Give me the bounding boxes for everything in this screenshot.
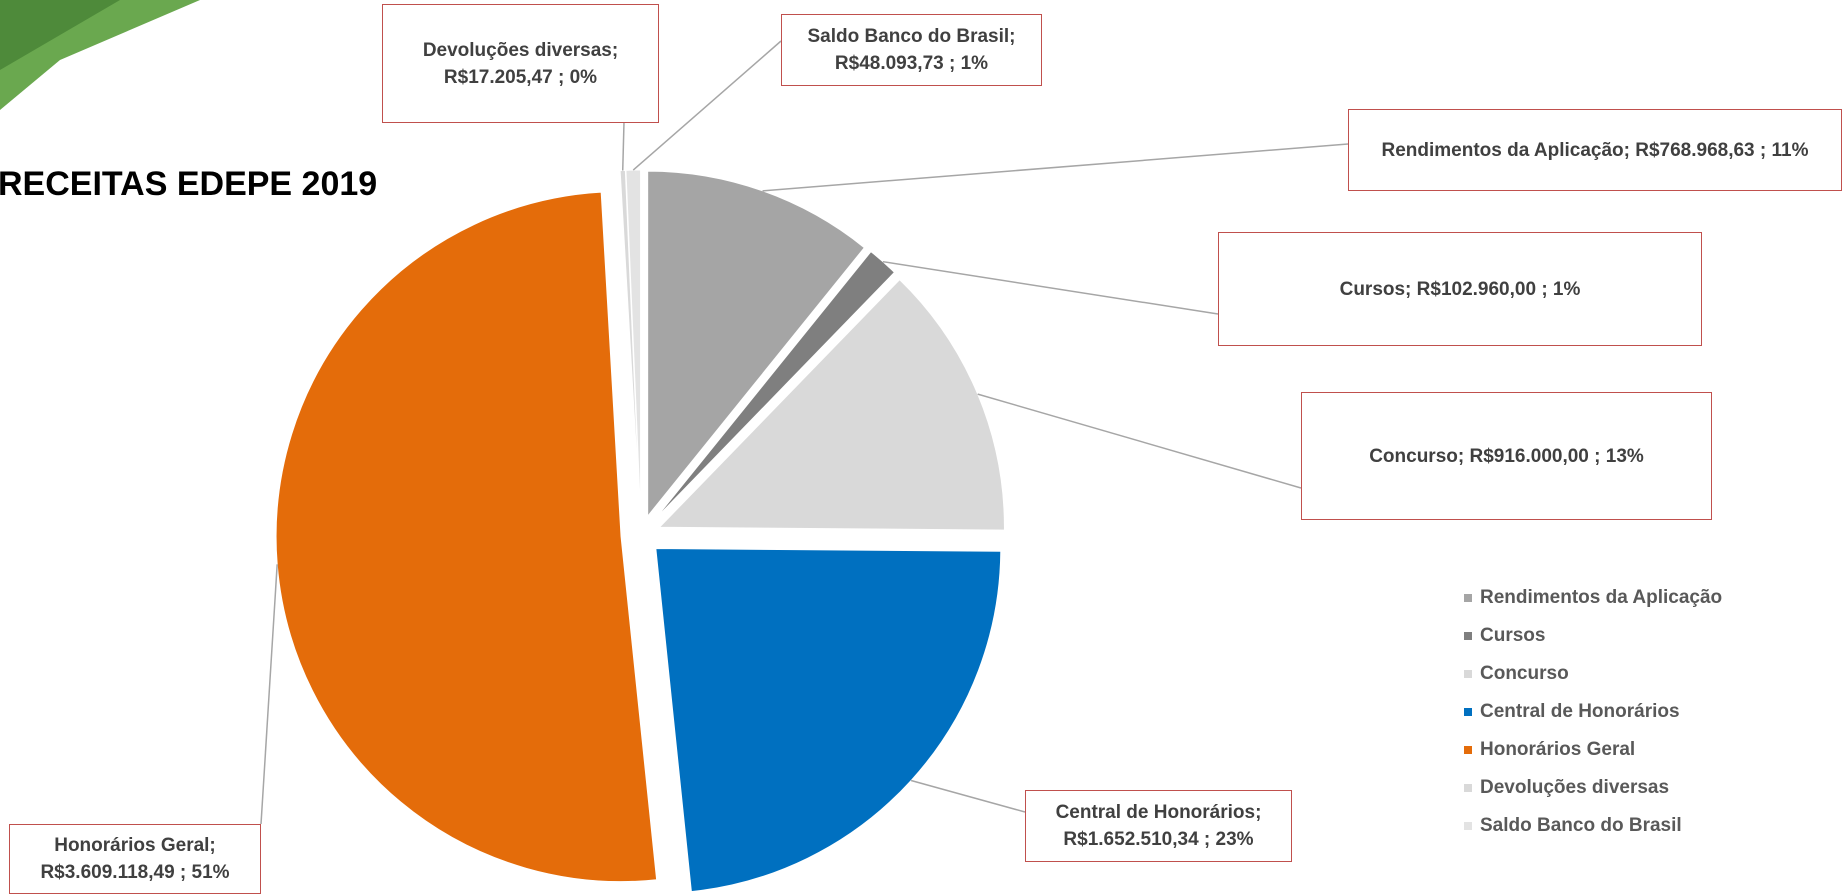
legend-label: Honorários Geral	[1480, 739, 1635, 760]
leader-line	[882, 260, 1219, 315]
pie-slice	[658, 278, 1005, 531]
legend-swatch	[1464, 784, 1472, 792]
leader-line	[910, 779, 1026, 813]
legend-swatch	[1464, 746, 1472, 754]
legend-swatch	[1464, 594, 1472, 602]
legend-label: Devoluções diversas	[1480, 777, 1669, 798]
legend-swatch	[1464, 670, 1472, 678]
legend-swatch	[1464, 822, 1472, 830]
pie-slice	[653, 250, 896, 521]
pie-slice	[655, 547, 1002, 893]
data-label: Rendimentos da Aplicação; R$768.968,63 ;…	[1348, 109, 1842, 191]
data-label: Devoluções diversas; R$17.205,47 ; 0%	[382, 4, 659, 123]
data-label: Concurso; R$916.000,00 ; 13%	[1301, 392, 1712, 520]
legend-label: Saldo Banco do Brasil	[1480, 815, 1682, 836]
legend-label: Central de Honorários	[1480, 701, 1680, 722]
chart-title: RECEITAS EDEPE 2019	[0, 165, 377, 203]
leader-line	[632, 40, 782, 171]
decoration	[0, 0, 120, 70]
legend-swatch	[1464, 708, 1472, 716]
leader-line	[977, 393, 1302, 489]
data-label: Cursos; R$102.960,00 ; 1%	[1218, 232, 1702, 346]
legend-swatch	[1464, 632, 1472, 640]
pie-slice	[647, 170, 866, 518]
legend-label: Rendimentos da Aplicação	[1480, 587, 1722, 608]
data-label: Honorários Geral; R$3.609.118,49 ; 51%	[9, 824, 261, 894]
pie-slice	[625, 169, 642, 516]
data-label: Central de Honorários; R$1.652.510,34 ; …	[1025, 790, 1292, 862]
legend-label: Concurso	[1480, 663, 1569, 684]
pie-slice	[275, 191, 658, 883]
pie-slice	[619, 169, 641, 516]
leader-line	[621, 121, 625, 171]
data-label: Saldo Banco do Brasil; R$48.093,73 ; 1%	[781, 14, 1042, 86]
leader-line	[260, 564, 278, 825]
leader-line	[762, 143, 1349, 192]
legend-label: Cursos	[1480, 625, 1545, 646]
